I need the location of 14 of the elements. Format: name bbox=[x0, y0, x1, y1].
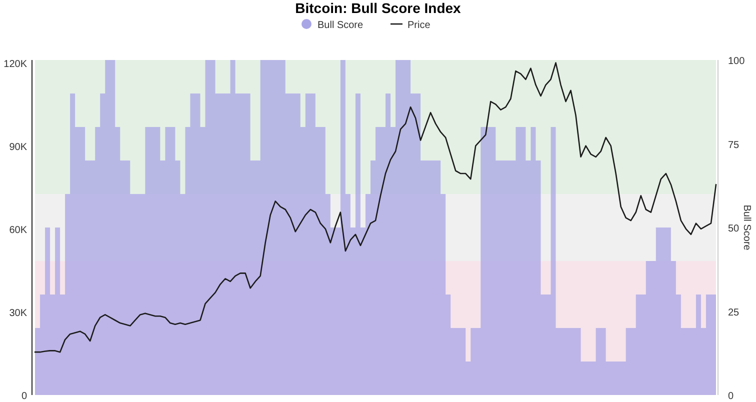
y-tick-label: 90K bbox=[9, 142, 28, 153]
y2-tick-label: 0 bbox=[728, 391, 734, 402]
y-tick-label: 60K bbox=[9, 224, 28, 236]
chart-title: Bitcoin: Bull Score Index bbox=[295, 0, 462, 16]
y2-tick-label: 50 bbox=[728, 224, 740, 234]
y-tick-label: 0 bbox=[21, 391, 28, 402]
y2-axis-title: Bull Score bbox=[741, 204, 752, 251]
y-tick-label: 30K bbox=[9, 308, 28, 319]
legend-label: Bull Score bbox=[318, 20, 364, 31]
y2-tick-label: 75 bbox=[728, 140, 740, 151]
y2-tick-label: 100 bbox=[728, 56, 746, 67]
y-tick-label: 120K bbox=[4, 58, 28, 70]
legend-label: Price bbox=[408, 20, 431, 31]
y2-tick-label: 25 bbox=[728, 307, 740, 318]
